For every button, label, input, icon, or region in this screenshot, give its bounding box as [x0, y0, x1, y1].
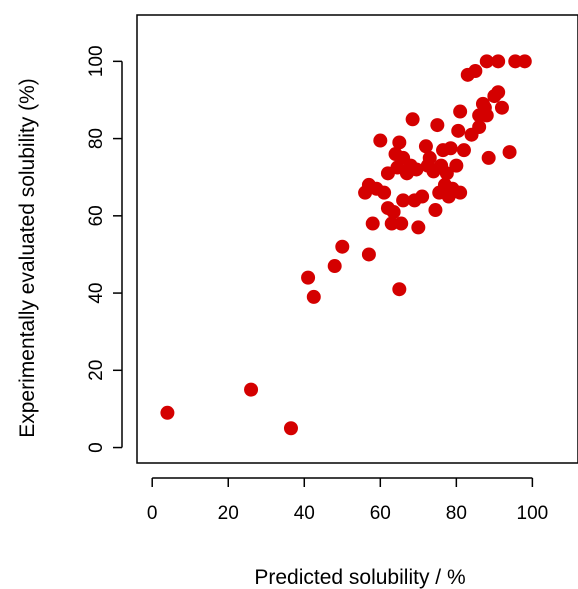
- data-point: [430, 118, 445, 133]
- data-point: [386, 204, 401, 219]
- data-point: [396, 193, 411, 208]
- data-point: [494, 100, 509, 115]
- x-tick-label: 80: [446, 503, 467, 524]
- data-point: [479, 108, 494, 123]
- data-point: [335, 239, 350, 254]
- data-point: [453, 185, 468, 200]
- data-point: [327, 259, 342, 274]
- y-tick-label: 100: [86, 45, 107, 77]
- data-point: [439, 166, 454, 181]
- x-axis: 0 20 40 60 80 100: [147, 477, 549, 524]
- data-point: [392, 282, 407, 297]
- x-tick-label: 60: [370, 503, 391, 524]
- data-point: [373, 133, 388, 148]
- data-point: [361, 247, 376, 262]
- data-points: [160, 54, 532, 436]
- data-point: [443, 141, 458, 156]
- data-point: [411, 220, 426, 235]
- y-tick-label: 80: [86, 128, 107, 149]
- data-point: [301, 270, 316, 285]
- data-point: [451, 123, 466, 138]
- data-point: [456, 143, 471, 158]
- data-point: [491, 54, 506, 69]
- plot-area-frame: [136, 14, 578, 464]
- data-point: [428, 203, 443, 218]
- data-point: [405, 112, 420, 127]
- y-tick-label: 20: [86, 360, 107, 381]
- data-point: [481, 150, 496, 165]
- y-axis: 0 20 40 60 80 100: [86, 45, 123, 453]
- data-point: [422, 150, 437, 165]
- data-point: [409, 162, 424, 177]
- data-point: [491, 85, 506, 100]
- data-point: [502, 145, 517, 160]
- data-point: [415, 189, 430, 204]
- data-point: [283, 421, 298, 436]
- data-point: [479, 54, 494, 69]
- data-point: [394, 216, 409, 231]
- x-tick-label: 0: [147, 503, 158, 524]
- data-point: [472, 120, 487, 134]
- data-point: [449, 158, 464, 173]
- y-tick-label: 0: [86, 442, 107, 453]
- data-point: [244, 382, 259, 397]
- data-point: [468, 64, 483, 78]
- data-point: [365, 216, 380, 231]
- x-tick-label: 100: [517, 503, 549, 524]
- data-point: [306, 289, 321, 304]
- data-point: [392, 135, 407, 150]
- x-tick-label: 40: [294, 503, 315, 524]
- x-tick-label: 20: [218, 503, 239, 524]
- data-point: [453, 104, 468, 119]
- y-tick-label: 60: [86, 205, 107, 226]
- y-tick-label: 40: [86, 282, 107, 303]
- data-point: [517, 54, 532, 69]
- data-point: [418, 139, 433, 154]
- data-point: [160, 405, 175, 420]
- data-point: [377, 185, 392, 200]
- y-axis-title: Experimentally evaluated solubility (%): [16, 78, 39, 438]
- x-axis-title: Predicted solubility / %: [254, 566, 465, 589]
